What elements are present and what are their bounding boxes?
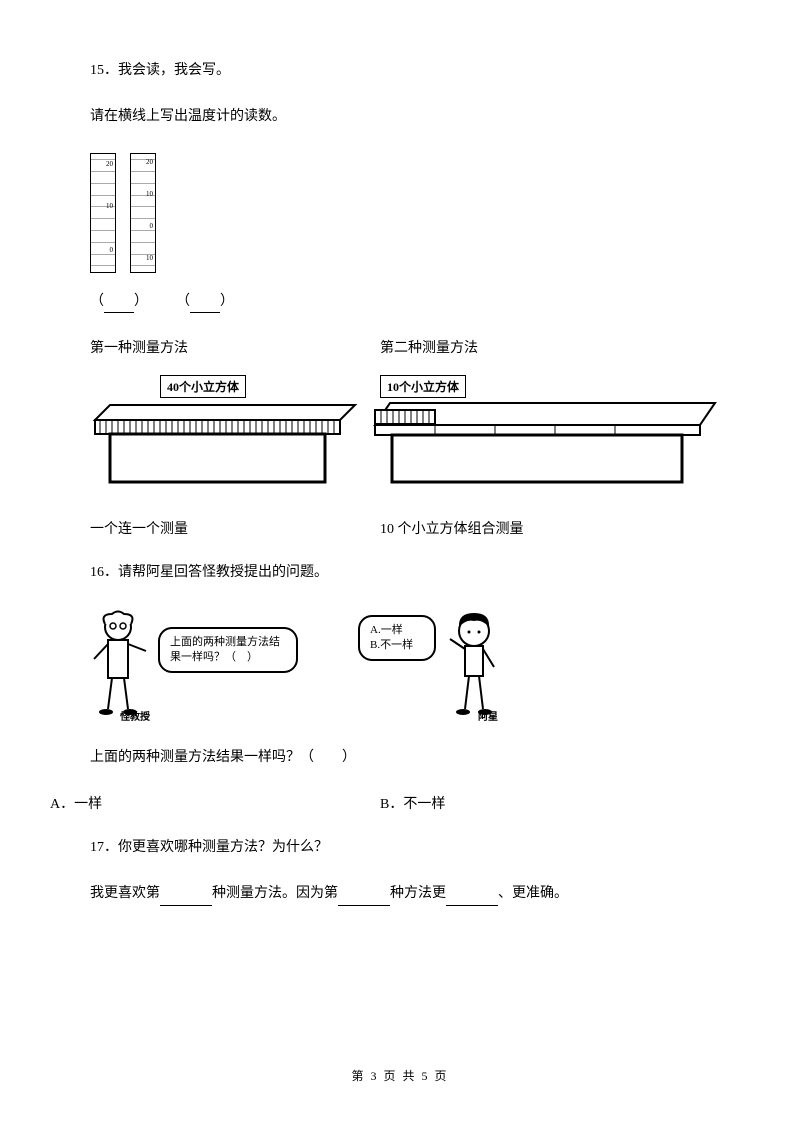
blank-input[interactable] (446, 892, 498, 906)
q17-title: 17．你更喜欢哪种测量方法？为什么？ (90, 837, 750, 859)
axing-icon (442, 609, 504, 719)
thermo2-label: 0 (150, 222, 154, 230)
blank-input[interactable] (338, 892, 390, 906)
thermo2-label: 10 (146, 254, 153, 262)
thermometer-1: 20 10 0 (90, 153, 116, 273)
thermometer-figures: 20 10 0 20 10 0 10 (90, 153, 750, 273)
cartoon-axing: A.一样 B.不一样 阿星 (358, 609, 504, 719)
professor-icon (90, 609, 152, 719)
table1-label: 40个小立方体 (160, 375, 246, 398)
q17-text-3: 种方法更 (390, 886, 446, 901)
axing-bubble-b: B.不一样 (370, 638, 424, 653)
method2-label: 第二种测量方法 (380, 337, 478, 357)
table-figure-1: 40个小立方体 (90, 375, 360, 490)
thermo1-label: 20 (106, 160, 113, 168)
blank-input[interactable] (160, 892, 212, 906)
cartoon-professor: 上面的两种测量方法结果一样吗？（ ） 怪教授 (90, 609, 298, 719)
caption-2: 10 个小立方体组合测量 (380, 518, 524, 538)
q15-instruction: 请在横线上写出温度计的读数。 (90, 106, 750, 128)
q16-title: 16．请帮阿星回答怪教授提出的问题。 (90, 562, 750, 584)
q15-title: 15．我会读，我会写。 (90, 60, 750, 82)
axing-bubble-a: A.一样 (370, 623, 424, 638)
blank-input[interactable] (190, 299, 220, 313)
thermo1-label: 0 (110, 246, 114, 254)
q16-options: A．一样 B．不一样 (50, 793, 750, 813)
q17-text-4: 、更准确。 (498, 886, 568, 901)
q16-question: 上面的两种测量方法结果一样吗？（ ） (90, 747, 750, 769)
q17-text-2: 种测量方法。因为第 (212, 886, 338, 901)
thermo-answer-blanks: （） （） (90, 291, 750, 313)
q17-text-1: 我更喜欢第 (90, 886, 160, 901)
professor-name: 怪教授 (120, 708, 150, 723)
axing-name: 阿星 (478, 708, 498, 723)
table2-label: 10个小立方体 (380, 375, 466, 398)
axing-bubble: A.一样 B.不一样 (358, 615, 436, 662)
caption-row: 一个连一个测量 10 个小立方体组合测量 (90, 518, 750, 538)
professor-bubble: 上面的两种测量方法结果一样吗？（ ） (158, 627, 298, 674)
caption-1: 一个连一个测量 (90, 518, 380, 538)
blank-input[interactable] (104, 299, 134, 313)
thermo2-label: 20 (146, 158, 153, 166)
cartoon-row: 上面的两种测量方法结果一样吗？（ ） 怪教授 A.一样 B.不一样 阿 (90, 609, 750, 719)
option-b[interactable]: B．不一样 (380, 793, 445, 813)
page-footer: 第 3 页 共 5 页 (0, 1067, 800, 1084)
option-a[interactable]: A．一样 (50, 793, 380, 813)
thermo1-label: 10 (106, 202, 113, 210)
thermometer-2: 20 10 0 10 (130, 153, 156, 273)
method-labels-row: 第一种测量方法 第二种测量方法 (90, 337, 750, 357)
thermo2-label: 10 (146, 190, 153, 198)
table-figure-2: 10个小立方体 (370, 375, 720, 490)
q17-fill-line: 我更喜欢第 种测量方法。因为第 种方法更 、更准确。 (90, 883, 750, 905)
method1-label: 第一种测量方法 (90, 337, 380, 357)
table-figures-row: 40个小立方体 10个小立方体 (90, 375, 750, 490)
